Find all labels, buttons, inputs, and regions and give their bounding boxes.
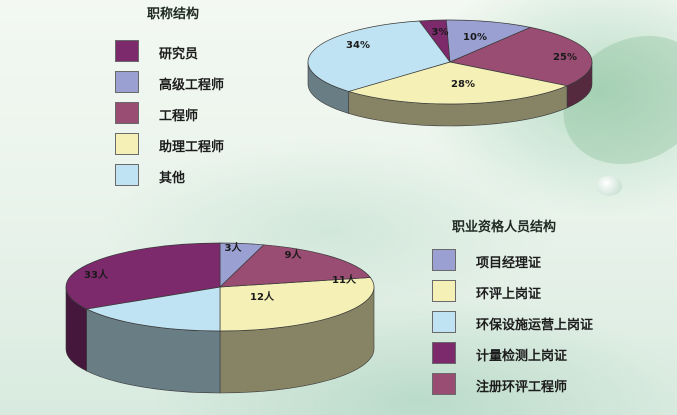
pie-2-value-label-1: 3人 <box>225 241 243 254</box>
chart-1-title: 职称结构 <box>147 7 200 22</box>
pie-1-slice-5 <box>307 20 451 92</box>
legend-swatch <box>115 133 139 155</box>
legend-swatch <box>115 164 139 186</box>
pie-1-value-label-1: 3% <box>432 27 449 38</box>
legend-label: 工程师 <box>159 109 199 124</box>
legend-label: 环评上岗证 <box>476 287 542 302</box>
pie-2-slice-4 <box>65 242 221 310</box>
chart-2-title: 职业资格人员结构 <box>452 220 557 235</box>
legend-swatch <box>432 342 456 364</box>
pie-1-slice-3 <box>448 27 593 87</box>
pie-1-value-label-4: 28% <box>451 79 475 90</box>
decorative-water-drop <box>596 176 622 196</box>
pie-2-slice-5 <box>219 244 372 288</box>
legend-label: 计量检测上岗证 <box>476 349 568 364</box>
pie-2-slice-3 <box>85 286 221 332</box>
legend-swatch <box>432 311 456 333</box>
pie-1-slice-2 <box>445 19 532 63</box>
pie-chart-1: 3% 10% 25% 28% 34% <box>307 19 593 127</box>
pie-2-value-label-3: 12人 <box>250 290 275 303</box>
pie-2-slice-2 <box>219 277 375 332</box>
pie-2-value-label-5: 9人 <box>285 248 303 261</box>
pie-2-value-label-2: 11人 <box>332 273 357 286</box>
legend-label: 其他 <box>159 171 186 186</box>
pie-1-value-label-5: 34% <box>346 40 370 51</box>
legend-swatch <box>432 249 456 271</box>
legend-label: 环保设施运营上岗证 <box>476 318 594 333</box>
legend-swatch <box>115 102 139 124</box>
legend-label: 研究员 <box>159 47 199 62</box>
legend-label: 注册环评工程师 <box>476 380 568 395</box>
pie-2-value-label-4: 33人 <box>84 268 109 281</box>
legend-swatch <box>115 40 139 62</box>
legend-label: 项目经理证 <box>476 256 542 271</box>
legend-swatch <box>432 373 456 395</box>
legend-label: 助理工程师 <box>159 140 225 155</box>
pie-1-value-label-3: 25% <box>553 52 577 63</box>
legend-swatch <box>432 280 456 302</box>
legend-swatch <box>115 71 139 93</box>
pie-1-value-label-2: 10% <box>463 32 487 43</box>
legend-label: 高级工程师 <box>159 78 225 93</box>
pie-chart-2: 3人 11人 12人 33人 9人 <box>65 241 375 394</box>
pie-1-slice-4 <box>347 61 569 105</box>
